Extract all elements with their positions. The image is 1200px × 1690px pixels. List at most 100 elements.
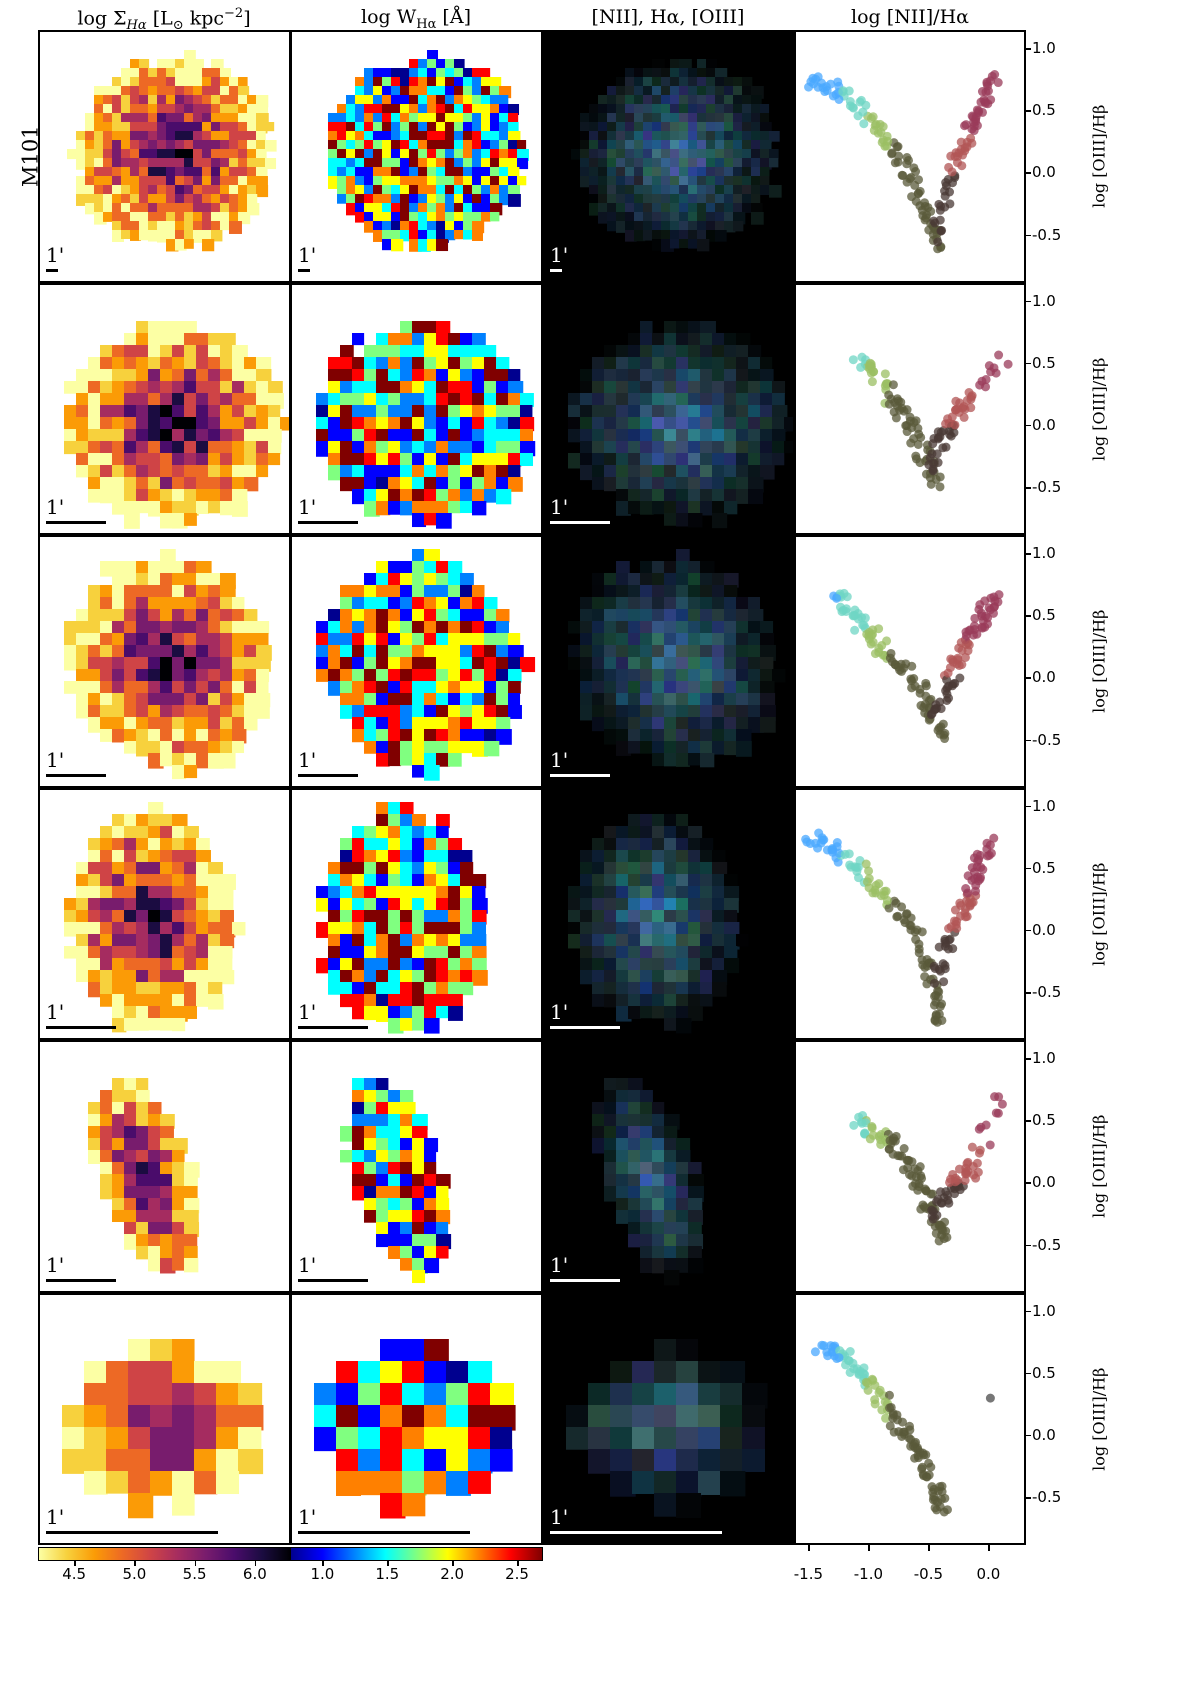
map-cell bbox=[715, 131, 726, 142]
map-cell bbox=[103, 95, 113, 105]
map-cell bbox=[436, 1174, 451, 1189]
map-cell bbox=[472, 633, 487, 648]
map-cell bbox=[232, 392, 247, 407]
map-cell bbox=[436, 167, 447, 178]
bpt-point bbox=[937, 1015, 947, 1025]
map-cell bbox=[172, 428, 186, 442]
map-cell bbox=[256, 368, 272, 384]
map-cell bbox=[652, 693, 666, 707]
map-cell bbox=[724, 897, 739, 913]
map-cell bbox=[124, 609, 137, 622]
map-cell bbox=[196, 645, 209, 658]
map-cell bbox=[100, 356, 113, 369]
map-cell bbox=[712, 440, 725, 454]
map-cell bbox=[742, 131, 752, 141]
map-cell bbox=[316, 657, 331, 672]
map-cell bbox=[715, 149, 727, 161]
map-cell bbox=[607, 176, 617, 186]
map-cell bbox=[196, 885, 212, 902]
rgb-map-ngc5204: 1' bbox=[542, 787, 795, 1040]
map-cell bbox=[448, 356, 464, 373]
map-cell bbox=[208, 933, 221, 947]
map-cell bbox=[568, 416, 583, 432]
scale-bar bbox=[46, 1026, 116, 1029]
map-cell bbox=[112, 1090, 128, 1106]
map-cell bbox=[220, 131, 231, 142]
map-cell bbox=[400, 801, 414, 816]
map-cell bbox=[88, 585, 102, 599]
y-tick: -0.5 bbox=[1032, 1235, 1062, 1254]
map-cell bbox=[424, 1246, 439, 1261]
map-cell bbox=[592, 380, 606, 394]
map-cell bbox=[64, 921, 79, 937]
map-cell bbox=[388, 1017, 404, 1034]
map-cell bbox=[436, 705, 452, 721]
map-cell bbox=[100, 404, 114, 419]
map-cell bbox=[136, 1005, 149, 1019]
map-cell bbox=[196, 621, 210, 635]
column-title-ew: log WHα [Å] bbox=[361, 6, 471, 32]
map-cell bbox=[628, 909, 641, 922]
map-cell bbox=[364, 476, 380, 493]
map-cell bbox=[724, 609, 737, 622]
map-cell bbox=[412, 705, 426, 719]
map-cell bbox=[712, 452, 728, 468]
map-cell bbox=[100, 1138, 114, 1152]
map-cell bbox=[664, 512, 677, 526]
map-cell bbox=[580, 645, 593, 658]
map-cell bbox=[712, 849, 726, 864]
bpt-point bbox=[871, 880, 881, 890]
map-cell bbox=[424, 897, 437, 910]
map-cell bbox=[484, 368, 500, 385]
map-cell bbox=[412, 332, 427, 348]
map-cell bbox=[664, 861, 679, 876]
map-cell bbox=[160, 909, 176, 926]
map-cell bbox=[640, 969, 656, 986]
map-cell bbox=[76, 705, 90, 719]
map-cell bbox=[784, 416, 793, 431]
map-cell bbox=[436, 753, 450, 767]
map-cell bbox=[688, 909, 704, 926]
map-cell bbox=[388, 380, 401, 393]
map-cell bbox=[412, 585, 427, 600]
map-cell bbox=[634, 113, 644, 123]
colorbar-tick-mark bbox=[452, 1561, 454, 1566]
map-cell bbox=[412, 1198, 426, 1212]
map-cell bbox=[124, 741, 137, 754]
bpt-point bbox=[867, 630, 877, 640]
y-tick: 0.5 bbox=[1032, 1363, 1056, 1382]
map-cell bbox=[760, 621, 774, 635]
map-cell bbox=[640, 1126, 654, 1140]
map-cell bbox=[136, 464, 152, 481]
bpt-point bbox=[907, 683, 917, 693]
map-cell bbox=[121, 113, 133, 125]
map-cell bbox=[664, 549, 677, 562]
map-cell bbox=[94, 131, 106, 143]
map-cell bbox=[664, 404, 680, 421]
map-cell bbox=[148, 1114, 161, 1127]
map-cell bbox=[268, 380, 283, 396]
map-cell bbox=[136, 1222, 150, 1236]
map-cell bbox=[364, 1114, 377, 1127]
map-cell bbox=[172, 729, 185, 742]
map-cell bbox=[628, 452, 641, 466]
map-cell bbox=[400, 693, 413, 706]
map-cell bbox=[184, 380, 197, 393]
map-cell bbox=[460, 681, 473, 694]
map-cell bbox=[760, 104, 770, 114]
map-cell bbox=[520, 392, 534, 407]
map-cell bbox=[688, 452, 704, 469]
map-cell bbox=[340, 921, 356, 938]
map-cell bbox=[424, 1150, 437, 1163]
map-cell bbox=[632, 1470, 655, 1494]
map-cell bbox=[85, 131, 97, 143]
map-cell bbox=[364, 933, 380, 950]
map-cell bbox=[640, 681, 653, 694]
map-cell bbox=[400, 122, 410, 132]
map-cell bbox=[148, 609, 162, 623]
map-cell bbox=[448, 344, 462, 358]
bpt-point bbox=[834, 1352, 844, 1362]
map-cell bbox=[175, 167, 187, 179]
map-cell bbox=[94, 176, 105, 187]
map-cell bbox=[688, 693, 704, 709]
